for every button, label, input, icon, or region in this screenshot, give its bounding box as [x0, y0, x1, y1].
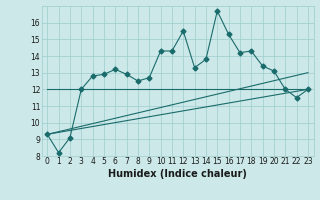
X-axis label: Humidex (Indice chaleur): Humidex (Indice chaleur) [108, 169, 247, 179]
